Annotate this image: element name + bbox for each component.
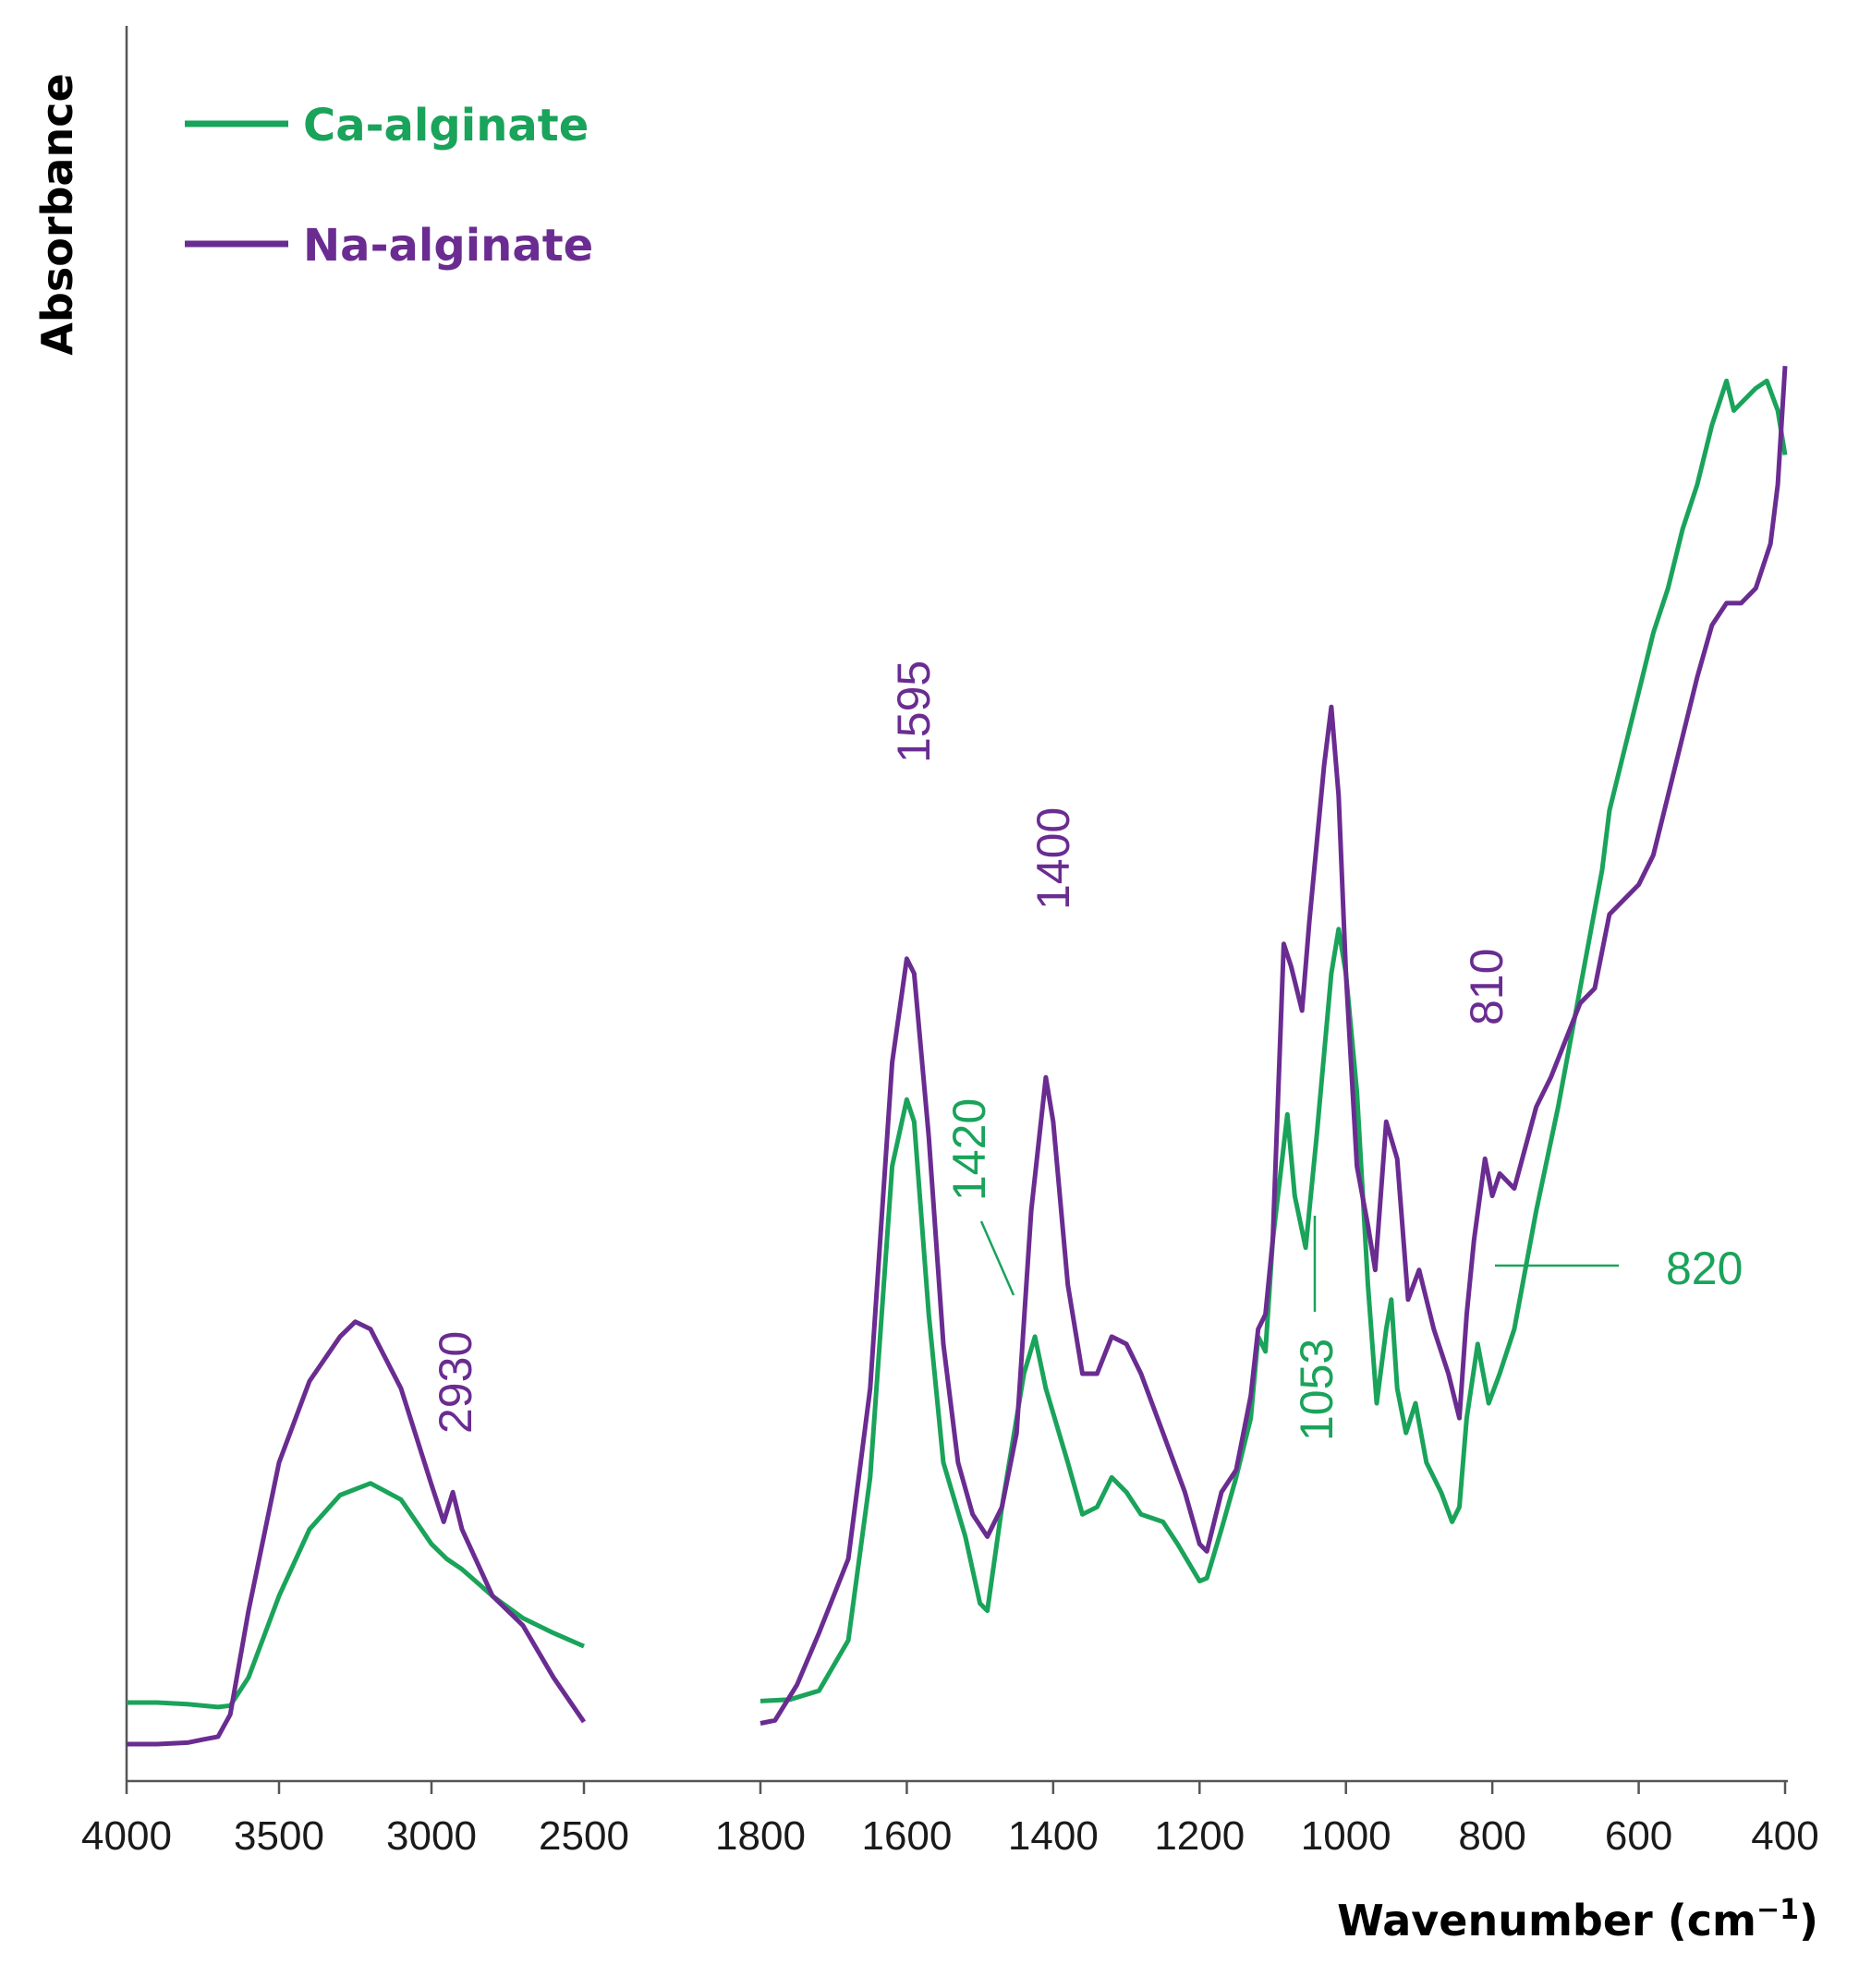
- x-tick-label-400: 400: [1751, 1813, 1818, 1859]
- peak-label-820: 820: [1666, 1242, 1743, 1294]
- x-axis-title-end: ): [1799, 1896, 1818, 1946]
- series-na-panel1: [127, 1319, 587, 1747]
- x-tick-label-1200: 1200: [1154, 1813, 1245, 1859]
- x-tick-label-1600: 1600: [861, 1813, 952, 1859]
- legend-label-na: Na-alginate: [303, 220, 593, 272]
- x-tick-label-4000: 4000: [81, 1813, 172, 1859]
- series-ca-panel1: [127, 1481, 585, 1710]
- x-tick-label-1000: 1000: [1301, 1813, 1391, 1859]
- x-ticks-panel2: 1800 1600 1400 1200 1000 800 600 400: [715, 1781, 1819, 1859]
- y-axis-title: Absorbance: [32, 73, 82, 355]
- x-axis-title-superscript: −1: [1756, 1894, 1799, 1926]
- peak-label-1420: 1420: [943, 1098, 995, 1201]
- peak-label-810: 810: [1461, 949, 1513, 1025]
- x-tick-label-1800: 1800: [715, 1813, 806, 1859]
- peak-label-2930: 2930: [430, 1331, 481, 1434]
- x-tick-label-3000: 3000: [386, 1813, 477, 1859]
- legend-label-ca: Ca-alginate: [303, 100, 589, 152]
- x-tick-label-1400: 1400: [1008, 1813, 1099, 1859]
- x-axis-title: Wavenumber (cm−1): [1337, 1894, 1818, 1946]
- series-ca-panel2: [759, 378, 1788, 1703]
- x-tick-label-3500: 3500: [234, 1813, 324, 1859]
- peak-label-1595: 1595: [888, 661, 940, 763]
- x-tick-label-600: 600: [1605, 1813, 1672, 1859]
- x-ticks-panel1: 4000 3500 3000 2500: [81, 1781, 629, 1859]
- peak-label-1400: 1400: [1027, 807, 1079, 910]
- x-tick-label-800: 800: [1458, 1813, 1525, 1859]
- series-na-panel2: [759, 366, 1788, 1726]
- x-tick-label-2500: 2500: [539, 1813, 629, 1859]
- leader-line-1420: [979, 1220, 1015, 1296]
- x-axis-title-main: Wavenumber (cm: [1337, 1896, 1756, 1946]
- peak-label-1053: 1053: [1291, 1339, 1343, 1441]
